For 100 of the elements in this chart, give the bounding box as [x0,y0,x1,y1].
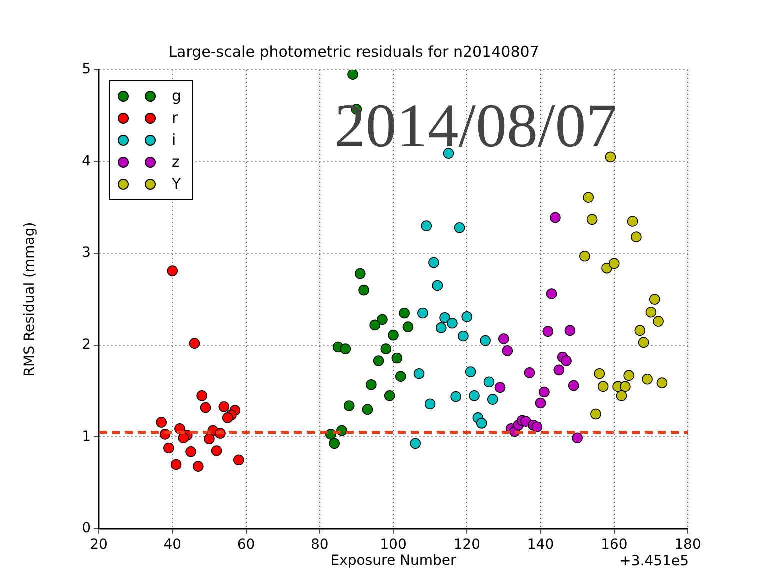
point [627,216,638,227]
point [580,250,590,262]
point [649,294,660,305]
point [598,381,609,392]
point [535,398,546,409]
y-tick-label: 5 [82,62,91,78]
legend-label: z [172,153,180,171]
point [462,312,473,322]
point [608,258,620,270]
x-tick-label: 160 [601,537,628,554]
point [156,417,167,428]
x-axis-title: Exposure Number [330,553,456,570]
text: +3.451e5 [620,554,689,570]
point [186,446,196,458]
point [605,152,616,163]
point [487,394,498,405]
point [402,322,414,332]
point [539,386,550,398]
point [211,446,222,456]
y-tick-label: 1 [82,428,91,445]
point [550,212,561,224]
point [440,312,450,324]
point [624,370,634,382]
x-tick-label: 60 [237,537,256,554]
point [554,364,565,376]
point [424,398,436,410]
point [458,330,469,342]
point [189,338,200,349]
point [616,390,628,402]
point [454,222,466,234]
point [395,371,406,382]
x-tick-label: 140 [527,537,554,554]
legend-label: i [172,131,176,149]
point [200,402,212,414]
point [384,390,396,402]
point [602,262,612,274]
point [366,379,377,390]
point [340,344,352,354]
point [164,442,174,454]
point [392,352,403,364]
x-tick-label: 180 [674,537,702,554]
point [594,368,606,380]
y-tick-label: 3 [82,245,91,262]
point [638,337,650,348]
point [380,344,392,354]
point [421,220,432,232]
point [428,257,440,268]
x-tick-label: 100 [380,537,407,554]
point [418,308,428,319]
point [620,381,631,392]
x-tick-label: 120 [454,537,480,554]
point [329,438,340,450]
point [642,374,653,385]
point [546,288,558,300]
point [373,356,384,366]
point [414,368,425,380]
point [502,346,514,356]
point [564,325,576,336]
point [233,454,244,466]
point [494,382,506,394]
point [465,366,476,378]
point [653,316,664,327]
point [561,356,572,366]
point [568,380,580,392]
point [656,378,668,388]
point [358,284,370,296]
x-tick-label: 80 [310,537,329,554]
point [192,461,204,472]
point [476,418,488,429]
legend-label: r [172,109,178,127]
x-tick-label: 40 [164,537,182,554]
point [178,432,190,444]
point [484,376,495,388]
point [542,326,554,338]
point [204,434,215,444]
point [222,412,234,424]
point [480,335,491,346]
point [370,320,380,331]
point [532,422,542,432]
annotation: 2014/08/07 [334,92,618,160]
point [388,330,399,341]
point [377,314,388,326]
point [196,390,208,402]
point [469,390,480,402]
point [524,368,536,378]
point [436,322,447,334]
legend-label: Y [172,175,182,193]
y-tick-label: 0 [82,520,91,537]
point [399,308,410,319]
point [583,192,594,203]
point [631,232,642,242]
point [498,334,510,344]
point [432,280,444,292]
point [572,432,583,444]
point [218,402,230,412]
point [443,148,454,159]
point [344,400,355,412]
point [167,266,178,276]
y-axis-title: RMS Residual (mmag) [22,222,38,377]
y-tick-label: 4 [82,153,92,170]
